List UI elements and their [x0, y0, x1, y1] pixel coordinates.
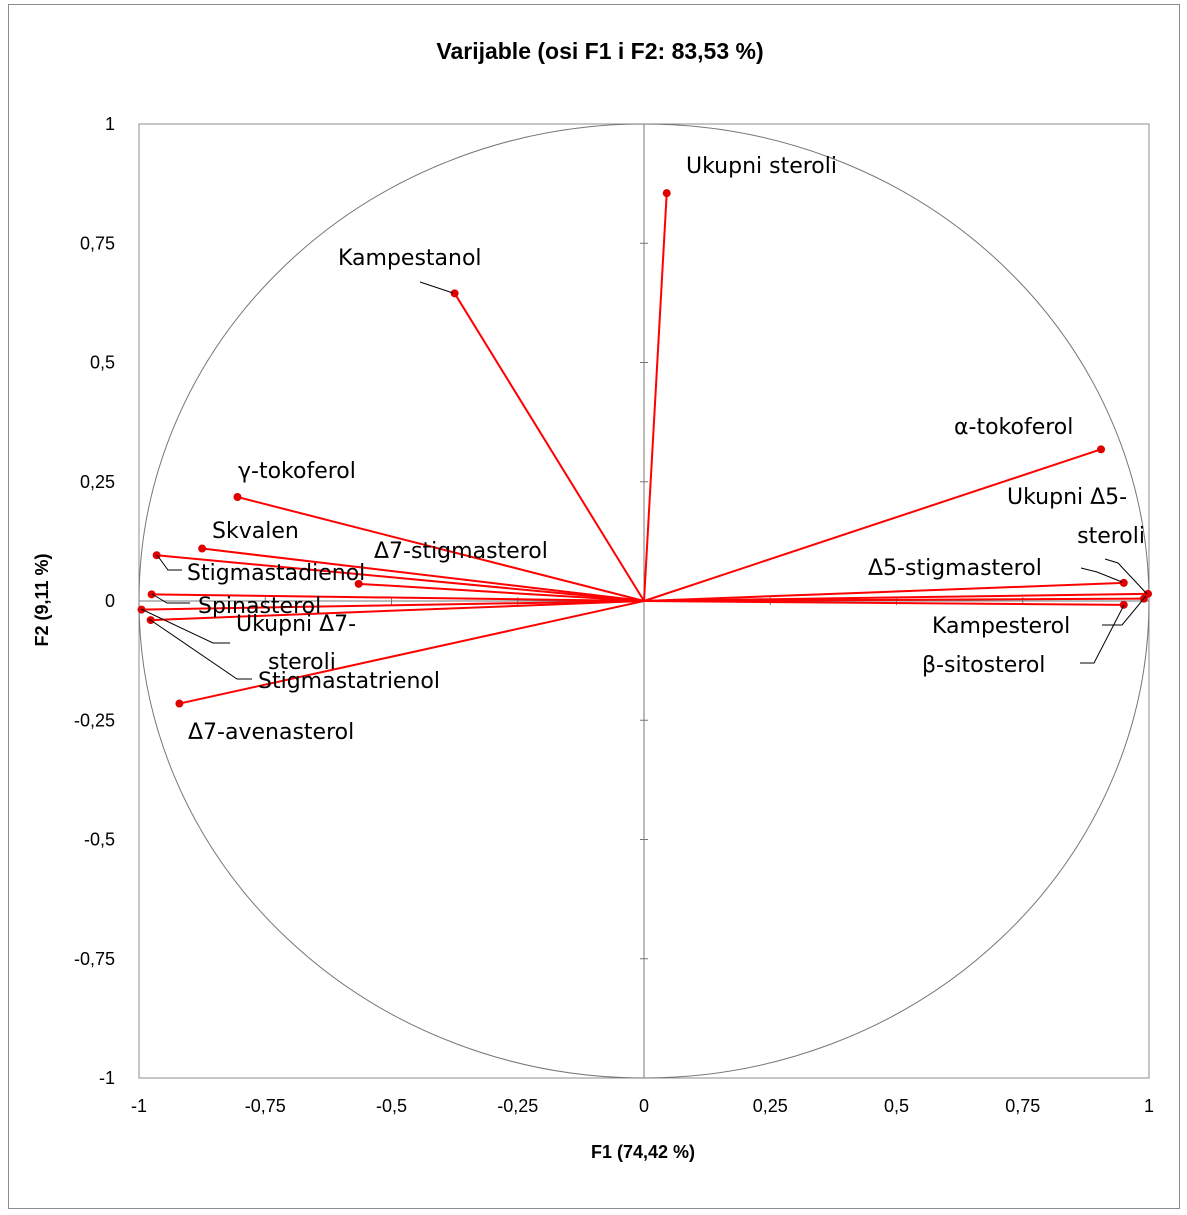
chart-title: Varijable (osi F1 i F2: 83,53 %) [436, 38, 763, 64]
vector-line [643, 448, 1102, 602]
variable-label: Kampestanol [338, 246, 482, 271]
x-tick-label: 0,25 [753, 1096, 788, 1116]
label-leader-line [148, 618, 252, 680]
vector-point [147, 590, 156, 599]
vector-point [354, 579, 363, 588]
vector-point [1119, 600, 1128, 609]
variable-label: steroli [1077, 524, 1145, 549]
x-axis-title: F1 (74,42 %) [591, 1142, 695, 1162]
variable-label: Ukupni Δ7- [236, 612, 356, 637]
vector-point [198, 544, 207, 553]
variable-label: Ukupni steroli [686, 154, 837, 179]
x-tick-label: -0,75 [245, 1096, 286, 1116]
y-axis-title: F2 (9,11 %) [32, 553, 52, 646]
vector-line [643, 597, 1144, 602]
label-leader-line [1080, 567, 1123, 583]
y-tick-label: -0,75 [74, 949, 115, 969]
variable-label: Skvalen [212, 519, 299, 544]
vector-line [358, 582, 645, 602]
vector-line [643, 600, 1124, 606]
y-tick-label: 0,25 [80, 472, 115, 492]
y-tick-label: -0,5 [84, 830, 115, 850]
label-leader-line [156, 554, 182, 571]
label-leader-line [140, 608, 230, 644]
variable-label: Δ7-avenasterol [188, 720, 354, 745]
vector-line [643, 193, 668, 602]
vector-point [1097, 445, 1106, 454]
y-tick-label: 1 [105, 114, 115, 134]
y-tick-label: 0,75 [80, 233, 115, 253]
vector-line [151, 593, 645, 602]
label-leader-line [151, 593, 190, 604]
x-tick-label: 0,75 [1005, 1096, 1040, 1116]
vector-line [237, 496, 645, 602]
variable-label: Stigmastadienol [187, 561, 365, 586]
vector-line [156, 554, 645, 602]
x-tick-label: 0 [639, 1096, 649, 1116]
variable-label: Ukupni Δ5- [1007, 485, 1127, 510]
variable-label: Δ7-stigmasterol [374, 539, 548, 564]
x-tick-label: -0,25 [497, 1096, 538, 1116]
label-leader-line [419, 281, 454, 294]
variable-label: Spinasterol [198, 594, 321, 619]
y-tick-label: 0,5 [90, 353, 115, 373]
x-tick-label: 1 [1144, 1096, 1154, 1116]
vector-point [450, 289, 459, 298]
vector-point [175, 699, 184, 708]
variable-label: γ-tokoferol [238, 459, 356, 484]
vector-line [643, 581, 1124, 602]
label-leader-line [1102, 595, 1147, 626]
plot-area: -1 -0,75 -0,5 -0,25 0 0,25 0,5 0,75 1 1 0,75 0,5 0,2… [74, 114, 1154, 1116]
chart-frame [8, 4, 1180, 1209]
variable-label: Kampesterol [932, 614, 1070, 639]
variable-label: steroli [268, 650, 336, 675]
label-leader-line [1080, 604, 1125, 664]
y-tick-label: -1 [99, 1068, 115, 1088]
variable-label: α-tokoferol [954, 415, 1073, 440]
variable-label: Δ5-stigmasterol [868, 556, 1042, 581]
vector-line [202, 547, 645, 602]
y-tick-label: 0 [105, 591, 115, 611]
vector-line [453, 292, 645, 602]
vector-line [179, 600, 645, 705]
x-tick-label: 0,5 [884, 1096, 909, 1116]
label-leader-line [1104, 558, 1148, 595]
vector-line [150, 600, 645, 622]
vector-point [662, 189, 671, 198]
vector-point [1119, 578, 1128, 587]
x-tick-label: -0,5 [376, 1096, 407, 1116]
x-tick-label: -1 [131, 1096, 147, 1116]
y-tick-label: -0,25 [74, 710, 115, 730]
vector-line [141, 600, 645, 611]
variable-label: β-sitosterol [922, 653, 1045, 678]
variable-label: Stigmastatrienol [258, 669, 440, 694]
vector-point [233, 493, 242, 502]
